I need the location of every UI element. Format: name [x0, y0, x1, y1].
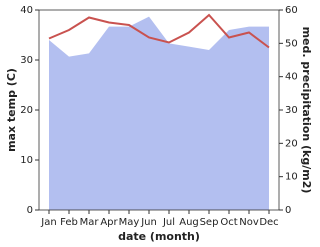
y-tick-label: 10: [20, 155, 33, 166]
y-tick-label: 20: [20, 105, 33, 116]
y2-tick-label: 50: [285, 38, 298, 49]
x-tick-label: Apr: [100, 217, 118, 228]
x-tick-label: Jan: [40, 217, 56, 228]
x-tick-label: Jul: [162, 217, 175, 228]
y-axis-label: max temp (C): [5, 68, 18, 152]
y-tick-label: 40: [20, 5, 33, 16]
y-tick-label: 30: [20, 55, 33, 66]
y2-tick-label: 0: [285, 205, 291, 216]
x-tick-label: Aug: [179, 217, 199, 228]
precipitation-area: [49, 16, 269, 210]
x-tick-label: Sep: [200, 217, 219, 228]
x-axis-label: date (month): [118, 230, 200, 243]
y2-tick-label: 40: [285, 72, 298, 83]
x-tick-label: Feb: [60, 217, 78, 228]
x-tick-label: Oct: [220, 217, 237, 228]
x-tick-label: Jun: [140, 217, 157, 228]
x-tick-label: Mar: [80, 217, 100, 228]
x-tick-label: Dec: [259, 217, 278, 228]
y2-tick-label: 20: [285, 138, 298, 149]
y2-tick-label: 10: [285, 172, 298, 183]
y2-tick-label: 30: [285, 105, 298, 116]
y2-tick-label: 60: [285, 5, 298, 16]
y2-axis-label: med. precipitation (kg/m2): [300, 27, 313, 194]
temperature-line: [48, 13, 270, 49]
x-tick-label: Nov: [239, 217, 259, 228]
x-tick-label: May: [119, 217, 140, 228]
y-tick-label: 0: [27, 205, 33, 216]
